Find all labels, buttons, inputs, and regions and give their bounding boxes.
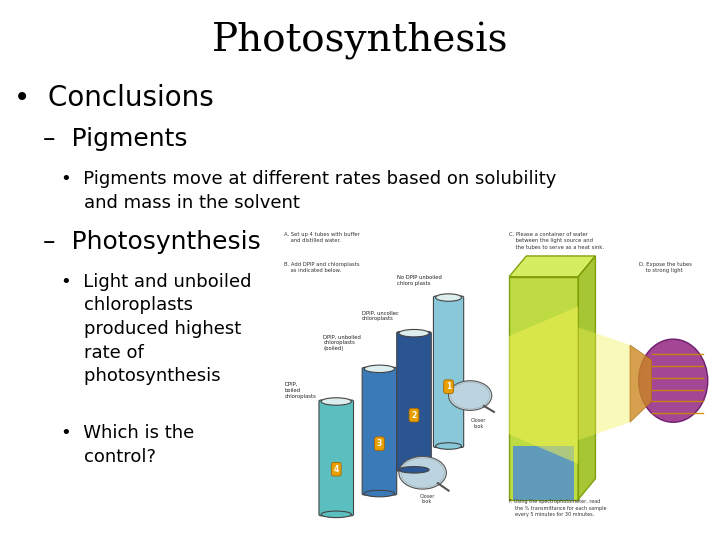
Circle shape <box>449 381 492 410</box>
Ellipse shape <box>436 294 462 301</box>
Ellipse shape <box>364 490 395 497</box>
Polygon shape <box>513 446 574 500</box>
Text: F. Using the spectrophotometer, read
    the % transmittance for each sample
   : F. Using the spectrophotometer, read the… <box>509 500 606 517</box>
Text: –  Photosynthesis: – Photosynthesis <box>43 230 261 253</box>
Polygon shape <box>578 256 595 500</box>
Text: –  Pigments: – Pigments <box>43 127 188 151</box>
Circle shape <box>451 382 490 409</box>
Text: Photosynthesis: Photosynthesis <box>212 22 508 59</box>
Polygon shape <box>578 327 630 440</box>
Polygon shape <box>630 345 652 422</box>
Text: •  Which is the
    control?: • Which is the control? <box>61 424 194 465</box>
Polygon shape <box>509 276 578 500</box>
Circle shape <box>401 458 444 488</box>
Ellipse shape <box>436 443 462 449</box>
Text: •  Conclusions: • Conclusions <box>14 84 214 112</box>
Text: DPIP, unboiled
chloroplasts
(boiled): DPIP, unboiled chloroplasts (boiled) <box>323 334 361 351</box>
Circle shape <box>399 456 446 489</box>
Text: 3: 3 <box>377 439 382 448</box>
FancyBboxPatch shape <box>397 332 431 471</box>
Text: •  Pigments move at different rates based on solubility
    and mass in the solv: • Pigments move at different rates based… <box>61 170 557 212</box>
Ellipse shape <box>321 511 351 518</box>
Text: •  Light and unboiled
    chloroplasts
    produced highest
    rate of
    phot: • Light and unboiled chloroplasts produc… <box>61 273 252 385</box>
Text: DPIP, uncollec
chloroplasts: DPIP, uncollec chloroplasts <box>362 310 399 321</box>
Text: B. Add DPIP and chloroplasts
    as indicated below.: B. Add DPIP and chloroplasts as indicate… <box>284 262 360 273</box>
FancyBboxPatch shape <box>319 400 354 516</box>
Ellipse shape <box>364 365 395 373</box>
Text: DPIP,
boiled
chloroplasts: DPIP, boiled chloroplasts <box>284 382 316 399</box>
Polygon shape <box>509 306 578 464</box>
FancyBboxPatch shape <box>362 367 397 495</box>
Text: D. Expose the tubes
    to strong light: D. Expose the tubes to strong light <box>639 262 692 273</box>
Text: C. Please a container of water
    between the light source and
    the tubes to: C. Please a container of water between t… <box>509 232 604 249</box>
Ellipse shape <box>639 339 708 422</box>
FancyBboxPatch shape <box>433 296 464 448</box>
Text: 2: 2 <box>411 410 417 420</box>
Ellipse shape <box>399 467 429 473</box>
Text: Closer
look: Closer look <box>419 494 435 504</box>
Text: Closer
look: Closer look <box>471 418 487 429</box>
Text: No DPIP unboiled
chloro plasts: No DPIP unboiled chloro plasts <box>397 275 441 286</box>
Polygon shape <box>509 256 595 276</box>
Ellipse shape <box>321 398 351 405</box>
Text: 1: 1 <box>446 382 451 391</box>
Ellipse shape <box>399 329 429 337</box>
Text: A. Set up 4 tubes with buffer
    and distilled water.: A. Set up 4 tubes with buffer and distil… <box>284 232 360 244</box>
Text: 4: 4 <box>333 465 339 474</box>
